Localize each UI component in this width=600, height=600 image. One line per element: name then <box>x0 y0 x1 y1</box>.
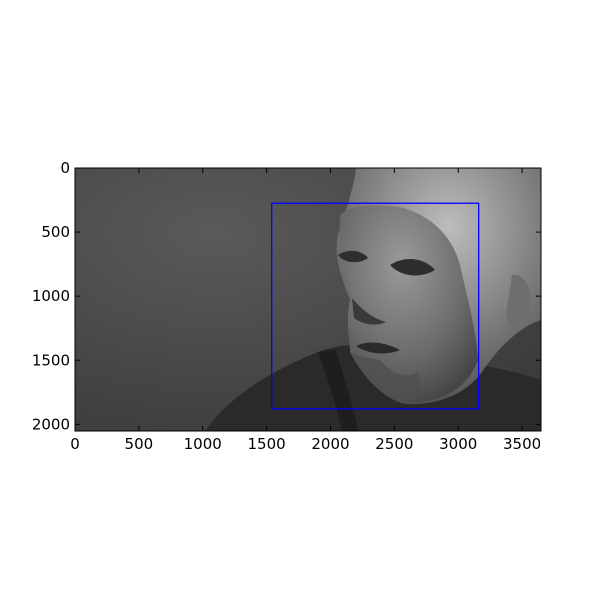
y-tick-label: 1000 <box>32 287 70 305</box>
photo-face <box>339 205 478 403</box>
x-tick-label: 500 <box>125 435 154 453</box>
x-tick-label: 1500 <box>248 435 286 453</box>
x-axis: 0 500 1000 1500 2000 2500 3000 3500 <box>70 168 541 453</box>
y-tick-label: 2000 <box>32 415 70 433</box>
x-tick-label: 3000 <box>439 435 477 453</box>
photo-mouth <box>356 342 400 354</box>
x-tick-label: 2500 <box>375 435 413 453</box>
x-tick-label: 0 <box>70 435 80 453</box>
photo-eye-shadow-left <box>338 250 368 263</box>
x-tick-label: 2000 <box>311 435 349 453</box>
y-tick-label: 1500 <box>32 351 70 369</box>
x-tick-label: 1000 <box>184 435 222 453</box>
face-photo <box>75 168 541 431</box>
photo-beard <box>350 352 421 402</box>
y-tick-label: 0 <box>60 159 70 177</box>
photo-collar <box>318 350 358 431</box>
face-bounding-box <box>271 202 480 410</box>
plot-frame <box>74 167 542 432</box>
photo-left-ear <box>506 274 532 330</box>
y-axis: 0 500 1000 1500 2000 <box>32 159 541 433</box>
y-tick-label: 500 <box>41 223 70 241</box>
x-tick-label: 3500 <box>503 435 541 453</box>
photo-eye-shadow-right <box>390 258 435 276</box>
photo-nose-shadow <box>352 298 386 325</box>
